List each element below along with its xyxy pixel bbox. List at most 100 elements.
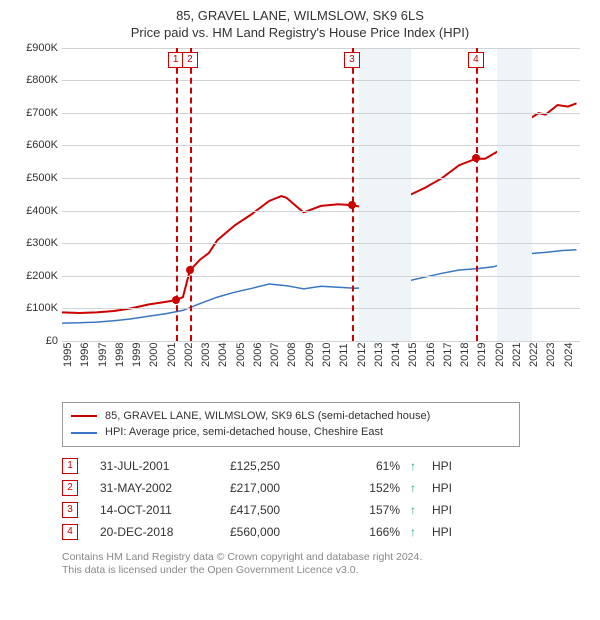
x-tick-label: 2012 bbox=[356, 342, 368, 366]
transaction-date: 31-JUL-2001 bbox=[100, 459, 220, 473]
y-tick-label: £0 bbox=[12, 335, 58, 347]
transaction-pct: 157% bbox=[340, 503, 400, 517]
transaction-marker-label: 3 bbox=[344, 52, 360, 68]
transactions-table: 1 31-JUL-2001 £125,250 61% ↑ HPI 2 31-MAY-2002 £… bbox=[62, 455, 588, 543]
plot-area: £0£100K£200K£300K£400K£500K£600K£700K£80… bbox=[62, 48, 580, 342]
transaction-marker-label: 2 bbox=[182, 52, 198, 68]
x-tick-label: 1997 bbox=[97, 342, 109, 366]
up-arrow-icon: ↑ bbox=[410, 481, 422, 495]
x-tick-label: 1999 bbox=[131, 342, 143, 366]
transaction-price: £125,250 bbox=[230, 459, 330, 473]
transaction-marker-line bbox=[476, 48, 478, 341]
x-tick-label: 2014 bbox=[390, 342, 402, 366]
legend-swatch bbox=[71, 415, 97, 417]
x-tick-label: 2023 bbox=[545, 342, 557, 366]
x-tick-label: 2003 bbox=[200, 342, 212, 366]
y-gridline bbox=[62, 178, 580, 179]
transaction-hpi-label: HPI bbox=[432, 525, 452, 539]
y-tick-label: £100K bbox=[12, 302, 58, 314]
transaction-hpi-label: HPI bbox=[432, 459, 452, 473]
y-tick-label: £300K bbox=[12, 237, 58, 249]
chart-band bbox=[497, 48, 532, 341]
x-tick-label: 2019 bbox=[476, 342, 488, 366]
transaction-marker-line bbox=[352, 48, 354, 341]
x-tick-label: 2015 bbox=[407, 342, 419, 366]
x-tick-label: 1995 bbox=[62, 342, 74, 366]
legend: 85, GRAVEL LANE, WILMSLOW, SK9 6LS (semi… bbox=[62, 402, 520, 447]
y-gridline bbox=[62, 211, 580, 212]
transaction-num-box: 3 bbox=[62, 502, 78, 518]
transaction-point bbox=[186, 266, 194, 274]
x-tick-label: 2008 bbox=[286, 342, 298, 366]
x-tick-label: 2002 bbox=[183, 342, 195, 366]
x-tick-label: 2021 bbox=[511, 342, 523, 366]
y-gridline bbox=[62, 243, 580, 244]
x-tick-label: 2005 bbox=[235, 342, 247, 366]
x-tick-label: 1998 bbox=[114, 342, 126, 366]
transaction-marker-label: 4 bbox=[468, 52, 484, 68]
x-tick-label: 2004 bbox=[217, 342, 229, 366]
transaction-pct: 152% bbox=[340, 481, 400, 495]
y-gridline bbox=[62, 48, 580, 49]
up-arrow-icon: ↑ bbox=[410, 503, 422, 517]
x-tick-label: 2010 bbox=[321, 342, 333, 366]
y-gridline bbox=[62, 80, 580, 81]
y-gridline bbox=[62, 113, 580, 114]
transaction-point bbox=[472, 154, 480, 162]
x-tick-label: 2016 bbox=[425, 342, 437, 366]
x-tick-label: 2013 bbox=[373, 342, 385, 366]
chart-band bbox=[359, 48, 411, 341]
legend-row: 85, GRAVEL LANE, WILMSLOW, SK9 6LS (semi… bbox=[71, 408, 511, 425]
y-gridline bbox=[62, 145, 580, 146]
x-tick-label: 2011 bbox=[338, 343, 350, 367]
legend-row: HPI: Average price, semi-detached house,… bbox=[71, 424, 511, 441]
transaction-row: 420-DEC-2018£560,000166%↑HPI bbox=[62, 521, 588, 543]
page-title-address: 85, GRAVEL LANE, WILMSLOW, SK9 6LS bbox=[12, 8, 588, 25]
transaction-row: 2 31-MAY-2002 £217,000 152% ↑ HPI bbox=[62, 477, 588, 499]
transaction-price: £560,000 bbox=[230, 525, 330, 539]
transaction-num-box: 4 bbox=[62, 524, 78, 540]
y-tick-label: £700K bbox=[12, 107, 58, 119]
up-arrow-icon: ↑ bbox=[410, 459, 422, 473]
footer: Contains HM Land Registry data © Crown c… bbox=[62, 551, 588, 578]
legend-swatch bbox=[71, 432, 97, 434]
transaction-num-box: 2 bbox=[62, 480, 78, 496]
legend-label: HPI: Average price, semi-detached house,… bbox=[105, 424, 383, 441]
transaction-date: 20-DEC-2018 bbox=[100, 525, 220, 539]
transaction-num-box: 1 bbox=[62, 458, 78, 474]
x-tick-label: 2009 bbox=[304, 342, 316, 366]
x-tick-label: 2020 bbox=[494, 342, 506, 366]
transaction-point bbox=[172, 296, 180, 304]
transaction-row: 1 31-JUL-2001 £125,250 61% ↑ HPI bbox=[62, 455, 588, 477]
x-tick-label: 1996 bbox=[79, 342, 91, 366]
transaction-marker-line bbox=[190, 48, 192, 341]
x-tick-label: 2024 bbox=[563, 342, 575, 366]
x-tick-label: 2007 bbox=[269, 342, 281, 366]
page-subtitle: Price paid vs. HM Land Registry's House … bbox=[12, 25, 588, 42]
x-tick-label: 2018 bbox=[459, 342, 471, 366]
y-tick-label: £200K bbox=[12, 270, 58, 282]
transaction-hpi-label: HPI bbox=[432, 503, 452, 517]
transaction-pct: 166% bbox=[340, 525, 400, 539]
footer-line1: Contains HM Land Registry data © Crown c… bbox=[62, 551, 588, 565]
transaction-date: 14-OCT-2011 bbox=[100, 503, 220, 517]
y-tick-label: £800K bbox=[12, 74, 58, 86]
y-tick-label: £600K bbox=[12, 139, 58, 151]
transaction-price: £217,000 bbox=[230, 481, 330, 495]
legend-label: 85, GRAVEL LANE, WILMSLOW, SK9 6LS (semi… bbox=[105, 408, 430, 425]
footer-line2: This data is licensed under the Open Gov… bbox=[62, 564, 588, 578]
transaction-pct: 61% bbox=[340, 459, 400, 473]
x-tick-label: 2000 bbox=[148, 342, 160, 366]
x-tick-label: 2001 bbox=[166, 342, 178, 366]
x-tick-label: 2017 bbox=[442, 342, 454, 366]
x-tick-label: 2022 bbox=[528, 342, 540, 366]
transaction-price: £417,500 bbox=[230, 503, 330, 517]
transaction-row: 3 14-OCT-2011 £417,500 157% ↑ HPI bbox=[62, 499, 588, 521]
y-tick-label: £400K bbox=[12, 205, 58, 217]
transaction-hpi-label: HPI bbox=[432, 481, 452, 495]
transaction-point bbox=[348, 201, 356, 209]
y-tick-label: £900K bbox=[12, 42, 58, 54]
transaction-date: 31-MAY-2002 bbox=[100, 481, 220, 495]
y-tick-label: £500K bbox=[12, 172, 58, 184]
x-tick-label: 2006 bbox=[252, 342, 264, 366]
